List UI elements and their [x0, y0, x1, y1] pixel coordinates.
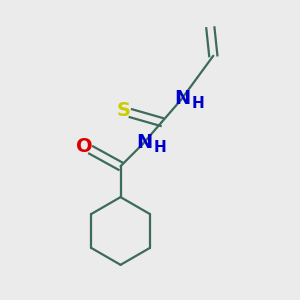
Text: H: H: [153, 140, 166, 155]
Text: O: O: [76, 137, 93, 156]
Text: H: H: [192, 96, 204, 111]
Text: S: S: [116, 101, 130, 120]
Text: N: N: [174, 89, 190, 108]
Text: N: N: [136, 133, 152, 152]
